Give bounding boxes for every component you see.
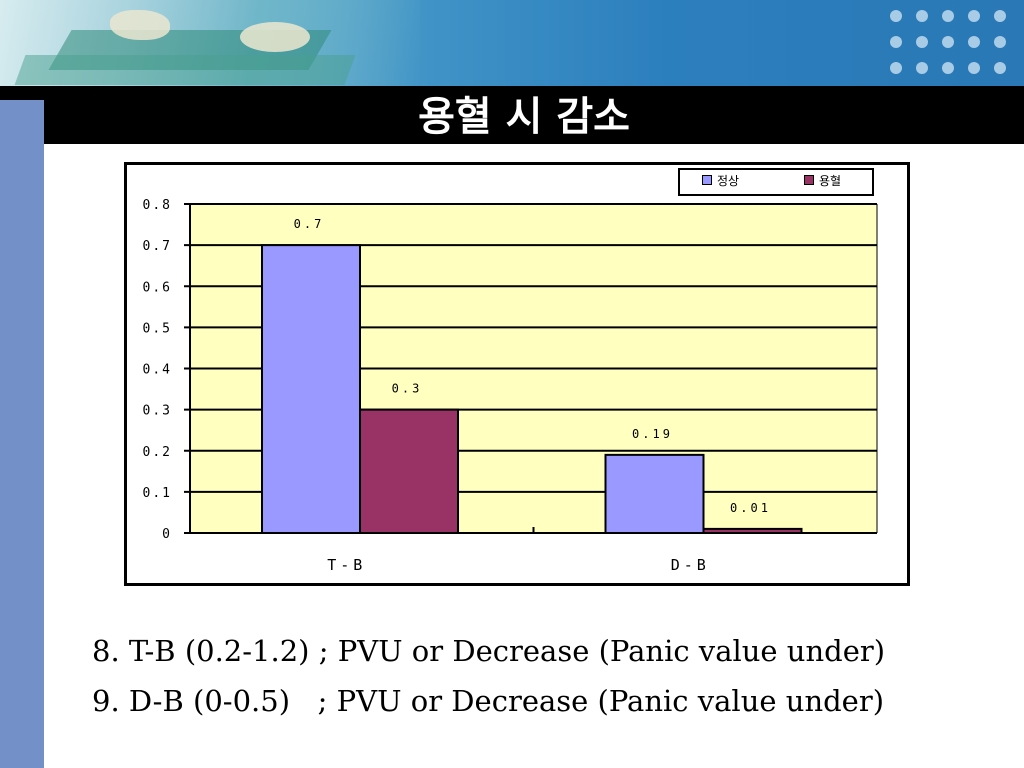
slide-title: 용혈 시 감소 bbox=[418, 93, 630, 140]
x-tick-label: T-B bbox=[327, 556, 366, 574]
bar-normal-t-b bbox=[261, 244, 361, 534]
y-tick-label: 0.6 bbox=[143, 280, 172, 295]
y-tick-label: 0.4 bbox=[143, 363, 172, 378]
y-tick-label: 0.1 bbox=[143, 486, 172, 501]
dot bbox=[890, 62, 902, 74]
left-accent-bar bbox=[0, 100, 44, 768]
dot bbox=[994, 10, 1006, 22]
title-bar bbox=[0, 86, 1024, 144]
decorative-dots bbox=[890, 10, 1020, 80]
dot bbox=[968, 62, 980, 74]
y-tick-label: 0.7 bbox=[143, 239, 172, 254]
y-tick-label: 0.8 bbox=[143, 198, 172, 213]
data-label: 0.19 bbox=[632, 427, 673, 441]
dot bbox=[890, 36, 902, 48]
dot bbox=[968, 36, 980, 48]
data-label: 0.7 bbox=[294, 217, 325, 231]
dot bbox=[916, 36, 928, 48]
dot bbox=[916, 10, 928, 22]
x-tick-label: D-B bbox=[671, 556, 710, 574]
legend-item-hemolysis: 용혈 bbox=[804, 174, 841, 188]
gloved-hand-right bbox=[240, 22, 310, 52]
bar-hemolysis-t-b bbox=[359, 408, 459, 534]
dot bbox=[916, 62, 928, 74]
dot bbox=[942, 10, 954, 22]
dot bbox=[968, 10, 980, 22]
caption-tb: 8. T-B (0.2-1.2) ; PVU or Decrease (Pani… bbox=[92, 634, 886, 668]
y-tick-label: 0.3 bbox=[143, 404, 172, 419]
dot bbox=[942, 62, 954, 74]
dot bbox=[942, 36, 954, 48]
data-label: 0.3 bbox=[392, 382, 423, 396]
caption-db: 9. D-B (0-0.5) ; PVU or Decrease (Panic … bbox=[92, 684, 885, 718]
legend-label-hemolysis: 용혈 bbox=[819, 174, 842, 188]
legend-swatch-normal bbox=[702, 175, 712, 185]
legend-label-normal: 정상 bbox=[717, 174, 740, 188]
data-label: 0.01 bbox=[730, 501, 771, 515]
y-tick-label: 0.2 bbox=[143, 445, 172, 460]
bar-normal-d-b bbox=[604, 453, 705, 534]
legend-swatch-hemolysis bbox=[804, 175, 814, 185]
dot bbox=[994, 36, 1006, 48]
dot bbox=[994, 62, 1006, 74]
gloved-hand bbox=[110, 10, 170, 40]
header-banner bbox=[0, 0, 1024, 86]
chart-legend: 정상 용혈 bbox=[678, 168, 874, 196]
legend-item-normal: 정상 bbox=[702, 174, 739, 188]
y-tick-label: 0.5 bbox=[143, 321, 172, 336]
y-tick-label: 0 bbox=[162, 527, 172, 542]
dot bbox=[890, 10, 902, 22]
